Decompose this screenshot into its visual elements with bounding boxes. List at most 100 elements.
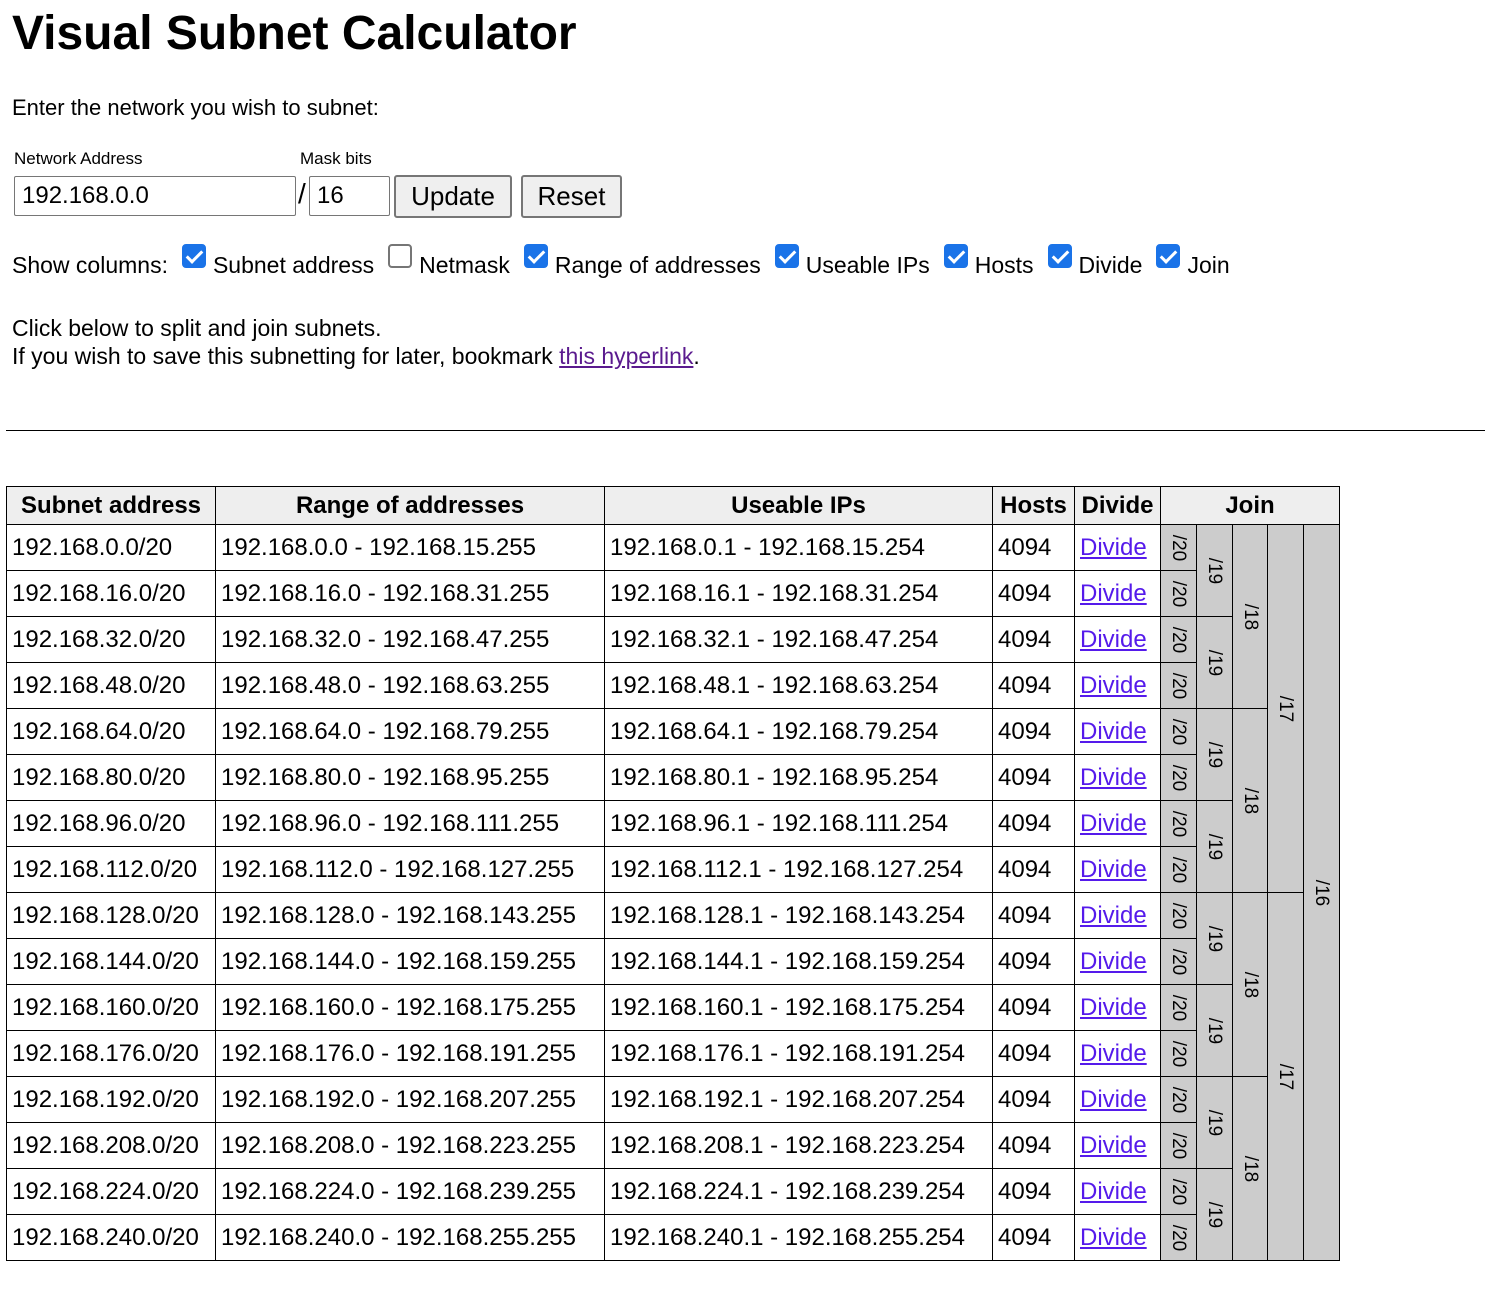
divide-link[interactable]: Divide bbox=[1080, 1223, 1147, 1251]
table-row: 192.168.224.0/20 192.168.224.0 - 192.168.… bbox=[6, 1168, 1340, 1261]
join-cell[interactable]: /20 bbox=[1160, 1076, 1197, 1123]
join-cell[interactable]: /19 bbox=[1196, 524, 1233, 617]
column-option[interactable]: Useable IPs bbox=[774, 244, 930, 282]
join-cell[interactable]: /19 bbox=[1196, 892, 1233, 985]
join-label: /20 bbox=[1168, 1086, 1190, 1113]
hosts-cell: 4094 bbox=[992, 892, 1075, 939]
join-cell[interactable]: /16 bbox=[1303, 524, 1340, 1261]
table-row: 192.168.112.0/20 192.168.112.0 - 192.168.… bbox=[6, 846, 1340, 893]
column-option[interactable]: Divide bbox=[1047, 244, 1142, 282]
join-cell[interactable]: /20 bbox=[1160, 708, 1197, 755]
checkbox-checked[interactable] bbox=[774, 244, 799, 268]
join-cell[interactable]: /20 bbox=[1160, 524, 1197, 571]
join-cell[interactable]: /20 bbox=[1160, 662, 1197, 709]
column-option[interactable]: Hosts bbox=[943, 244, 1034, 282]
join-cell[interactable]: /20 bbox=[1160, 984, 1197, 1031]
mask-bits-label: Mask bits bbox=[300, 149, 372, 168]
useable-ips-cell: 192.168.176.1 - 192.168.191.254 bbox=[604, 1030, 993, 1077]
divide-link[interactable]: Divide bbox=[1080, 947, 1147, 975]
join-label: /19 bbox=[1204, 925, 1226, 952]
join-label: /19 bbox=[1204, 649, 1226, 676]
table-row: 192.168.32.0/20 192.168.32.0 - 192.168.47… bbox=[6, 616, 1340, 709]
join-cell[interactable]: /20 bbox=[1160, 1122, 1197, 1169]
join-cell[interactable]: /20 bbox=[1160, 892, 1197, 939]
join-cell[interactable]: /20 bbox=[1160, 1030, 1197, 1077]
divide-link[interactable]: Divide bbox=[1080, 1039, 1147, 1067]
useable-ips-cell: 192.168.16.1 - 192.168.31.254 bbox=[604, 570, 993, 617]
join-cell[interactable]: /20 bbox=[1160, 846, 1197, 893]
divide-link[interactable]: Divide bbox=[1080, 855, 1147, 883]
divide-cell: Divide bbox=[1074, 754, 1161, 801]
join-label: /20 bbox=[1168, 994, 1190, 1021]
divide-link[interactable]: Divide bbox=[1080, 993, 1147, 1021]
table-row: 192.168.0.0/20 192.168.0.0 - 192.168.15.2… bbox=[6, 524, 1340, 1261]
checkbox-checked[interactable] bbox=[181, 244, 206, 268]
join-cell[interactable]: /19 bbox=[1196, 984, 1233, 1077]
subnet-address-cell: 192.168.112.0/20 bbox=[6, 846, 216, 893]
join-cell[interactable]: /19 bbox=[1196, 708, 1233, 801]
join-cell[interactable]: /20 bbox=[1160, 1168, 1197, 1215]
network-address-input[interactable] bbox=[14, 176, 296, 216]
subnet-address-cell: 192.168.240.0/20 bbox=[6, 1214, 216, 1261]
header-range-of-addresses: Range of addresses bbox=[215, 486, 605, 525]
join-cell[interactable]: /20 bbox=[1160, 570, 1197, 617]
hosts-cell: 4094 bbox=[992, 754, 1075, 801]
join-cell[interactable]: /18 bbox=[1232, 892, 1268, 1077]
header-useable-ips: Useable IPs bbox=[604, 486, 993, 525]
range-cell: 192.168.240.0 - 192.168.255.255 bbox=[215, 1214, 605, 1261]
join-cell[interactable]: /20 bbox=[1160, 754, 1197, 801]
join-cell[interactable]: /20 bbox=[1160, 938, 1197, 985]
column-option-label: Hosts bbox=[974, 252, 1034, 278]
subnet-address-cell: 192.168.192.0/20 bbox=[6, 1076, 216, 1123]
divide-link[interactable]: Divide bbox=[1080, 1131, 1147, 1159]
join-cell[interactable]: /18 bbox=[1232, 1076, 1268, 1261]
join-cell[interactable]: /20 bbox=[1160, 1214, 1197, 1261]
join-label: /18 bbox=[1239, 603, 1261, 630]
reset-button[interactable]: Reset bbox=[521, 175, 622, 218]
checkbox-checked[interactable] bbox=[1047, 244, 1072, 268]
join-cell[interactable]: /17 bbox=[1267, 892, 1304, 1261]
divide-link[interactable]: Divide bbox=[1080, 579, 1147, 607]
network-address-label: Network Address bbox=[14, 149, 143, 168]
bookmark-link[interactable]: this hyperlink bbox=[559, 343, 694, 369]
column-option[interactable]: Subnet address bbox=[181, 244, 374, 282]
hosts-cell: 4094 bbox=[992, 1214, 1075, 1261]
divide-link[interactable]: Divide bbox=[1080, 671, 1147, 699]
divide-link[interactable]: Divide bbox=[1080, 1177, 1147, 1205]
join-cell[interactable]: /18 bbox=[1232, 708, 1268, 893]
column-option[interactable]: Netmask bbox=[388, 244, 510, 282]
join-cell[interactable]: /20 bbox=[1160, 616, 1197, 663]
divide-cell: Divide bbox=[1074, 1168, 1161, 1215]
column-option[interactable]: Join bbox=[1156, 244, 1230, 282]
join-label: /20 bbox=[1168, 810, 1190, 837]
join-cell[interactable]: /20 bbox=[1160, 800, 1197, 847]
hosts-cell: 4094 bbox=[992, 1168, 1075, 1215]
join-cell[interactable]: /19 bbox=[1196, 800, 1233, 893]
divide-link[interactable]: Divide bbox=[1080, 809, 1147, 837]
join-cell[interactable]: /19 bbox=[1196, 616, 1233, 709]
column-option[interactable]: Range of addresses bbox=[523, 244, 761, 282]
divide-link[interactable]: Divide bbox=[1080, 763, 1147, 791]
divider bbox=[6, 430, 1485, 431]
table-row: 192.168.64.0/20 192.168.64.0 - 192.168.79… bbox=[6, 708, 1340, 893]
divide-link[interactable]: Divide bbox=[1080, 901, 1147, 929]
page-title: Visual Subnet Calculator bbox=[12, 7, 577, 60]
join-cell[interactable]: /17 bbox=[1267, 524, 1304, 893]
useable-ips-cell: 192.168.64.1 - 192.168.79.254 bbox=[604, 708, 993, 755]
divide-link[interactable]: Divide bbox=[1080, 717, 1147, 745]
join-cell[interactable]: /19 bbox=[1196, 1168, 1233, 1261]
checkbox-checked[interactable] bbox=[943, 244, 968, 268]
divide-link[interactable]: Divide bbox=[1080, 1085, 1147, 1113]
divide-link[interactable]: Divide bbox=[1080, 533, 1147, 561]
join-label: /20 bbox=[1168, 948, 1190, 975]
checkbox-checked[interactable] bbox=[1156, 244, 1181, 268]
help-line-2-suffix: . bbox=[693, 343, 700, 369]
join-cell[interactable]: /18 bbox=[1232, 524, 1268, 709]
divide-link[interactable]: Divide bbox=[1080, 625, 1147, 653]
update-button[interactable]: Update bbox=[394, 175, 512, 218]
mask-bits-input[interactable] bbox=[309, 176, 390, 216]
checkbox-checked[interactable] bbox=[523, 244, 548, 268]
join-cell[interactable]: /19 bbox=[1196, 1076, 1233, 1169]
subnet-address-cell: 192.168.80.0/20 bbox=[6, 754, 216, 801]
checkbox-unchecked[interactable] bbox=[388, 244, 413, 268]
